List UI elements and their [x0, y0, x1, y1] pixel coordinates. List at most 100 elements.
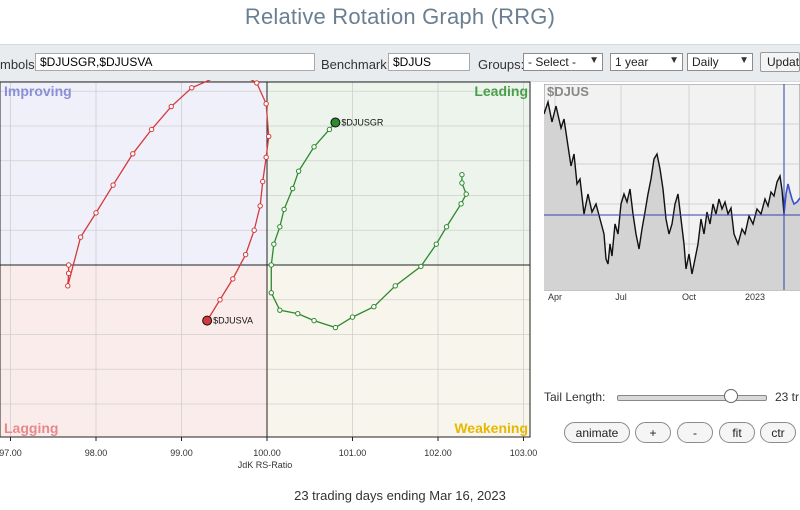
series-tail-point	[263, 101, 269, 107]
series-tail-point	[463, 191, 469, 197]
series-tail-point	[93, 210, 99, 216]
quadrant-label-improving: Improving	[4, 83, 72, 99]
period-select-value: 1 year	[615, 55, 649, 69]
series-tail-point	[217, 297, 223, 303]
quadrant-leading	[267, 82, 530, 265]
x-tick-label: 98.00	[85, 448, 108, 458]
period-select[interactable]: 1 year ▼	[610, 53, 683, 71]
series-label: $DJUSGR	[341, 118, 384, 128]
series-tail-point	[458, 201, 464, 207]
series-head-point	[202, 315, 213, 326]
series-tail-point	[260, 178, 266, 185]
benchmark-label: Benchmark:	[321, 57, 391, 72]
series-tail-point	[268, 290, 274, 296]
quadrant-label-weakening: Weakening	[454, 420, 528, 436]
series-tail-point	[281, 206, 287, 213]
series-tail-point	[418, 263, 424, 270]
series-tail-point	[268, 262, 274, 268]
quadrant-lagging	[0, 265, 267, 437]
benchmark-tick-jul: Jul	[615, 292, 627, 302]
series-tail-point	[263, 154, 269, 160]
series-label: $DJUSVA	[213, 316, 253, 326]
series-tail-line	[270, 122, 467, 329]
series-tail-point	[266, 133, 272, 140]
quadrant-label-leading: Leading	[474, 83, 528, 99]
series-tail-point	[148, 126, 155, 133]
series-tail-point	[295, 168, 302, 174]
series-tail-point	[433, 241, 439, 247]
benchmark-area	[544, 102, 800, 290]
frequency-select[interactable]: Daily ▼	[687, 53, 753, 71]
benchmark-price-line	[544, 99, 785, 275]
quadrant-label-lagging: Lagging	[4, 420, 58, 436]
tail-length-slider-handle[interactable]	[724, 389, 738, 403]
series-tail-point	[295, 310, 301, 317]
series-tail-point	[332, 324, 339, 331]
tail-length-value: 23 tr	[775, 390, 800, 404]
series-tail-point	[392, 283, 398, 289]
series-tail-point	[130, 151, 136, 157]
series-tail-point	[459, 180, 465, 186]
series-tail-point	[257, 203, 263, 209]
series-tail-point	[65, 283, 71, 289]
series-tail-point	[189, 85, 195, 91]
series-tail-line	[67, 80, 270, 321]
series-tail-point	[311, 317, 317, 324]
series-tail-point	[271, 241, 277, 247]
series-tail-point	[277, 307, 283, 313]
series-tail-point	[277, 224, 283, 230]
quadrant-weakening	[267, 265, 530, 437]
groups-select-value: - Select -	[528, 55, 577, 69]
series-tail-point	[349, 314, 356, 320]
symbols-input[interactable]	[35, 53, 315, 71]
series-tail-point	[459, 171, 465, 178]
series-tail-point	[289, 185, 296, 192]
toolbar: mbols: Benchmark: Groups: - Select - ▼ 1…	[0, 44, 800, 82]
x-axis-ticks: 97.00 98.00 99.00 100.00 101.00 102.00 103.00	[0, 437, 537, 458]
x-axis-title: JdK RS-Ratio	[238, 460, 293, 470]
benchmark-recent-line	[783, 183, 800, 215]
series-tail-point	[230, 276, 236, 282]
plot-border	[0, 81, 531, 438]
symbols-label: mbols:	[0, 57, 39, 72]
benchmark-tick-oct: Oct	[682, 292, 697, 302]
rrg-chart[interactable]: Improving Leading Lagging Weakening 97.0…	[0, 80, 540, 475]
benchmark-symbol: $DJUS	[547, 84, 589, 99]
series-tail-point	[110, 182, 116, 188]
tail-length-label: Tail Length:	[544, 390, 606, 404]
series-tail-point	[311, 144, 317, 150]
footer-caption: 23 trading days ending Mar 16, 2023	[294, 488, 506, 503]
chevron-down-icon: ▼	[669, 55, 679, 66]
series-head-point	[330, 117, 341, 128]
rrg-series: $DJUSGR $DJUSVA	[65, 80, 469, 331]
animate-button[interactable]: animate	[564, 422, 630, 443]
series-tail-point	[254, 80, 260, 86]
series-tail-point	[168, 103, 174, 110]
chevron-down-icon: ▼	[589, 55, 599, 66]
x-tick-label: 99.00	[170, 448, 193, 458]
page-title: Relative Rotation Graph (RRG)	[244, 4, 556, 29]
benchmark-tick-apr: Apr	[548, 292, 562, 302]
chevron-down-icon: ▼	[739, 55, 749, 66]
x-tick-label: 103.00	[510, 448, 538, 458]
zoom-in-button[interactable]: +	[635, 422, 671, 443]
gridlines	[0, 82, 530, 437]
x-tick-label: 100.00	[253, 448, 281, 458]
update-button[interactable]: Updat	[760, 52, 800, 72]
zoom-out-button[interactable]: -	[677, 422, 713, 443]
x-tick-label: 102.00	[424, 448, 452, 458]
fit-button[interactable]: fit	[719, 422, 755, 443]
benchmark-tick-2023: 2023	[745, 292, 765, 302]
center-button[interactable]: ctr	[760, 422, 796, 443]
series-tail-point	[65, 262, 72, 268]
tail-length-slider[interactable]	[617, 395, 767, 401]
series-tail-point	[242, 251, 249, 258]
series-tail-point	[326, 126, 333, 133]
x-tick-label: 101.00	[339, 448, 367, 458]
series-tail-point	[371, 304, 377, 310]
frequency-select-value: Daily	[692, 55, 719, 69]
groups-select[interactable]: - Select - ▼	[523, 53, 603, 71]
x-tick-label: 97.00	[0, 448, 22, 458]
series-tail-point	[251, 227, 257, 233]
benchmark-input[interactable]	[388, 53, 470, 71]
